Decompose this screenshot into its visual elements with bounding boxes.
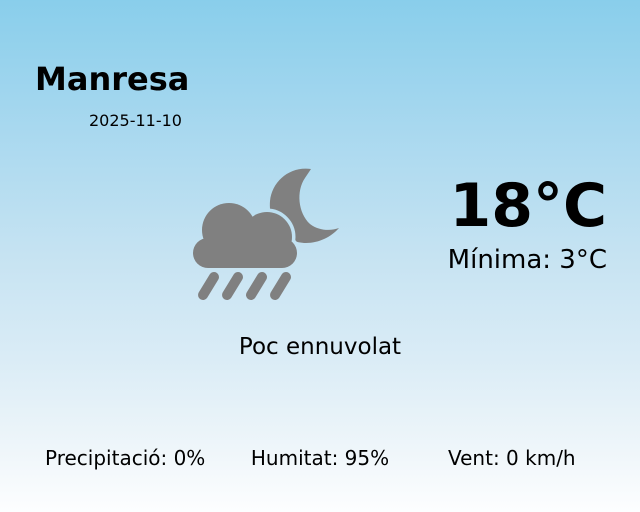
temperature-block: 18°C Mínima: 3°C: [448, 176, 607, 273]
humidity-stat: Humitat: 95%: [250, 446, 390, 470]
precipitation-stat: Precipitació: 0%: [45, 446, 206, 470]
minimum-temperature: Mínima: 3°C: [447, 245, 607, 275]
wind-stat: Vent: 0 km/h: [448, 446, 576, 470]
weather-condition: Poc ennuvolat: [238, 334, 402, 360]
forecast-date: 2025-11-10: [89, 111, 182, 130]
city-name: Manresa: [35, 60, 190, 98]
current-temperature: 18°C: [449, 171, 607, 241]
